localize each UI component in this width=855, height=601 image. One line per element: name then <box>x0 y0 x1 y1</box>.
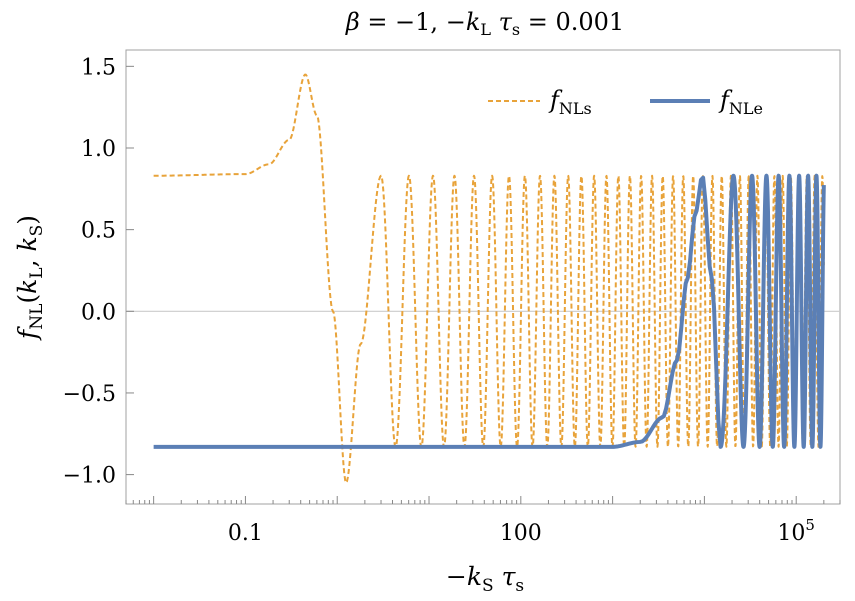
title-value: = 0.001 <box>520 8 624 36</box>
x-axis-ticks: 0.1 100 105 <box>125 496 841 546</box>
title-k-sub: L <box>480 20 491 39</box>
y-tick-label: 0.0 <box>81 300 116 325</box>
title-k: k <box>466 8 481 36</box>
legend-label-fnle: fNLe <box>718 86 763 118</box>
y-tick-label: −0.5 <box>63 382 116 407</box>
y-axis-title: fNL(kL, kS) <box>13 215 47 341</box>
series-line-fnle <box>153 173 826 449</box>
chart-title: β = −1, −kL τs = 0.001 <box>345 8 624 39</box>
series-layer <box>153 73 826 484</box>
title-tau-sub: s <box>512 20 520 39</box>
x-axis-title: −kS τs <box>446 562 524 596</box>
y-tick-label: 1.0 <box>81 137 116 162</box>
title-beta-eq: = −1, − <box>360 8 466 36</box>
y-axis-ticks: 1.5 1.0 0.5 0.0 −0.5 −1.0 <box>63 55 134 489</box>
title-tau: τ <box>491 8 513 36</box>
title-beta: β <box>345 8 360 36</box>
x-tick-label: 100 <box>500 521 542 546</box>
x-tick-label: 105 <box>777 516 815 546</box>
legend: fNLs fNLe <box>488 86 763 118</box>
plot-frame <box>125 49 841 505</box>
x-tick-label: 0.1 <box>228 521 263 546</box>
y-tick-label: −1.0 <box>63 464 116 489</box>
y-tick-label: 1.5 <box>81 55 116 80</box>
y-tick-label: 0.5 <box>81 219 116 244</box>
legend-label-fnls: fNLs <box>548 86 592 118</box>
